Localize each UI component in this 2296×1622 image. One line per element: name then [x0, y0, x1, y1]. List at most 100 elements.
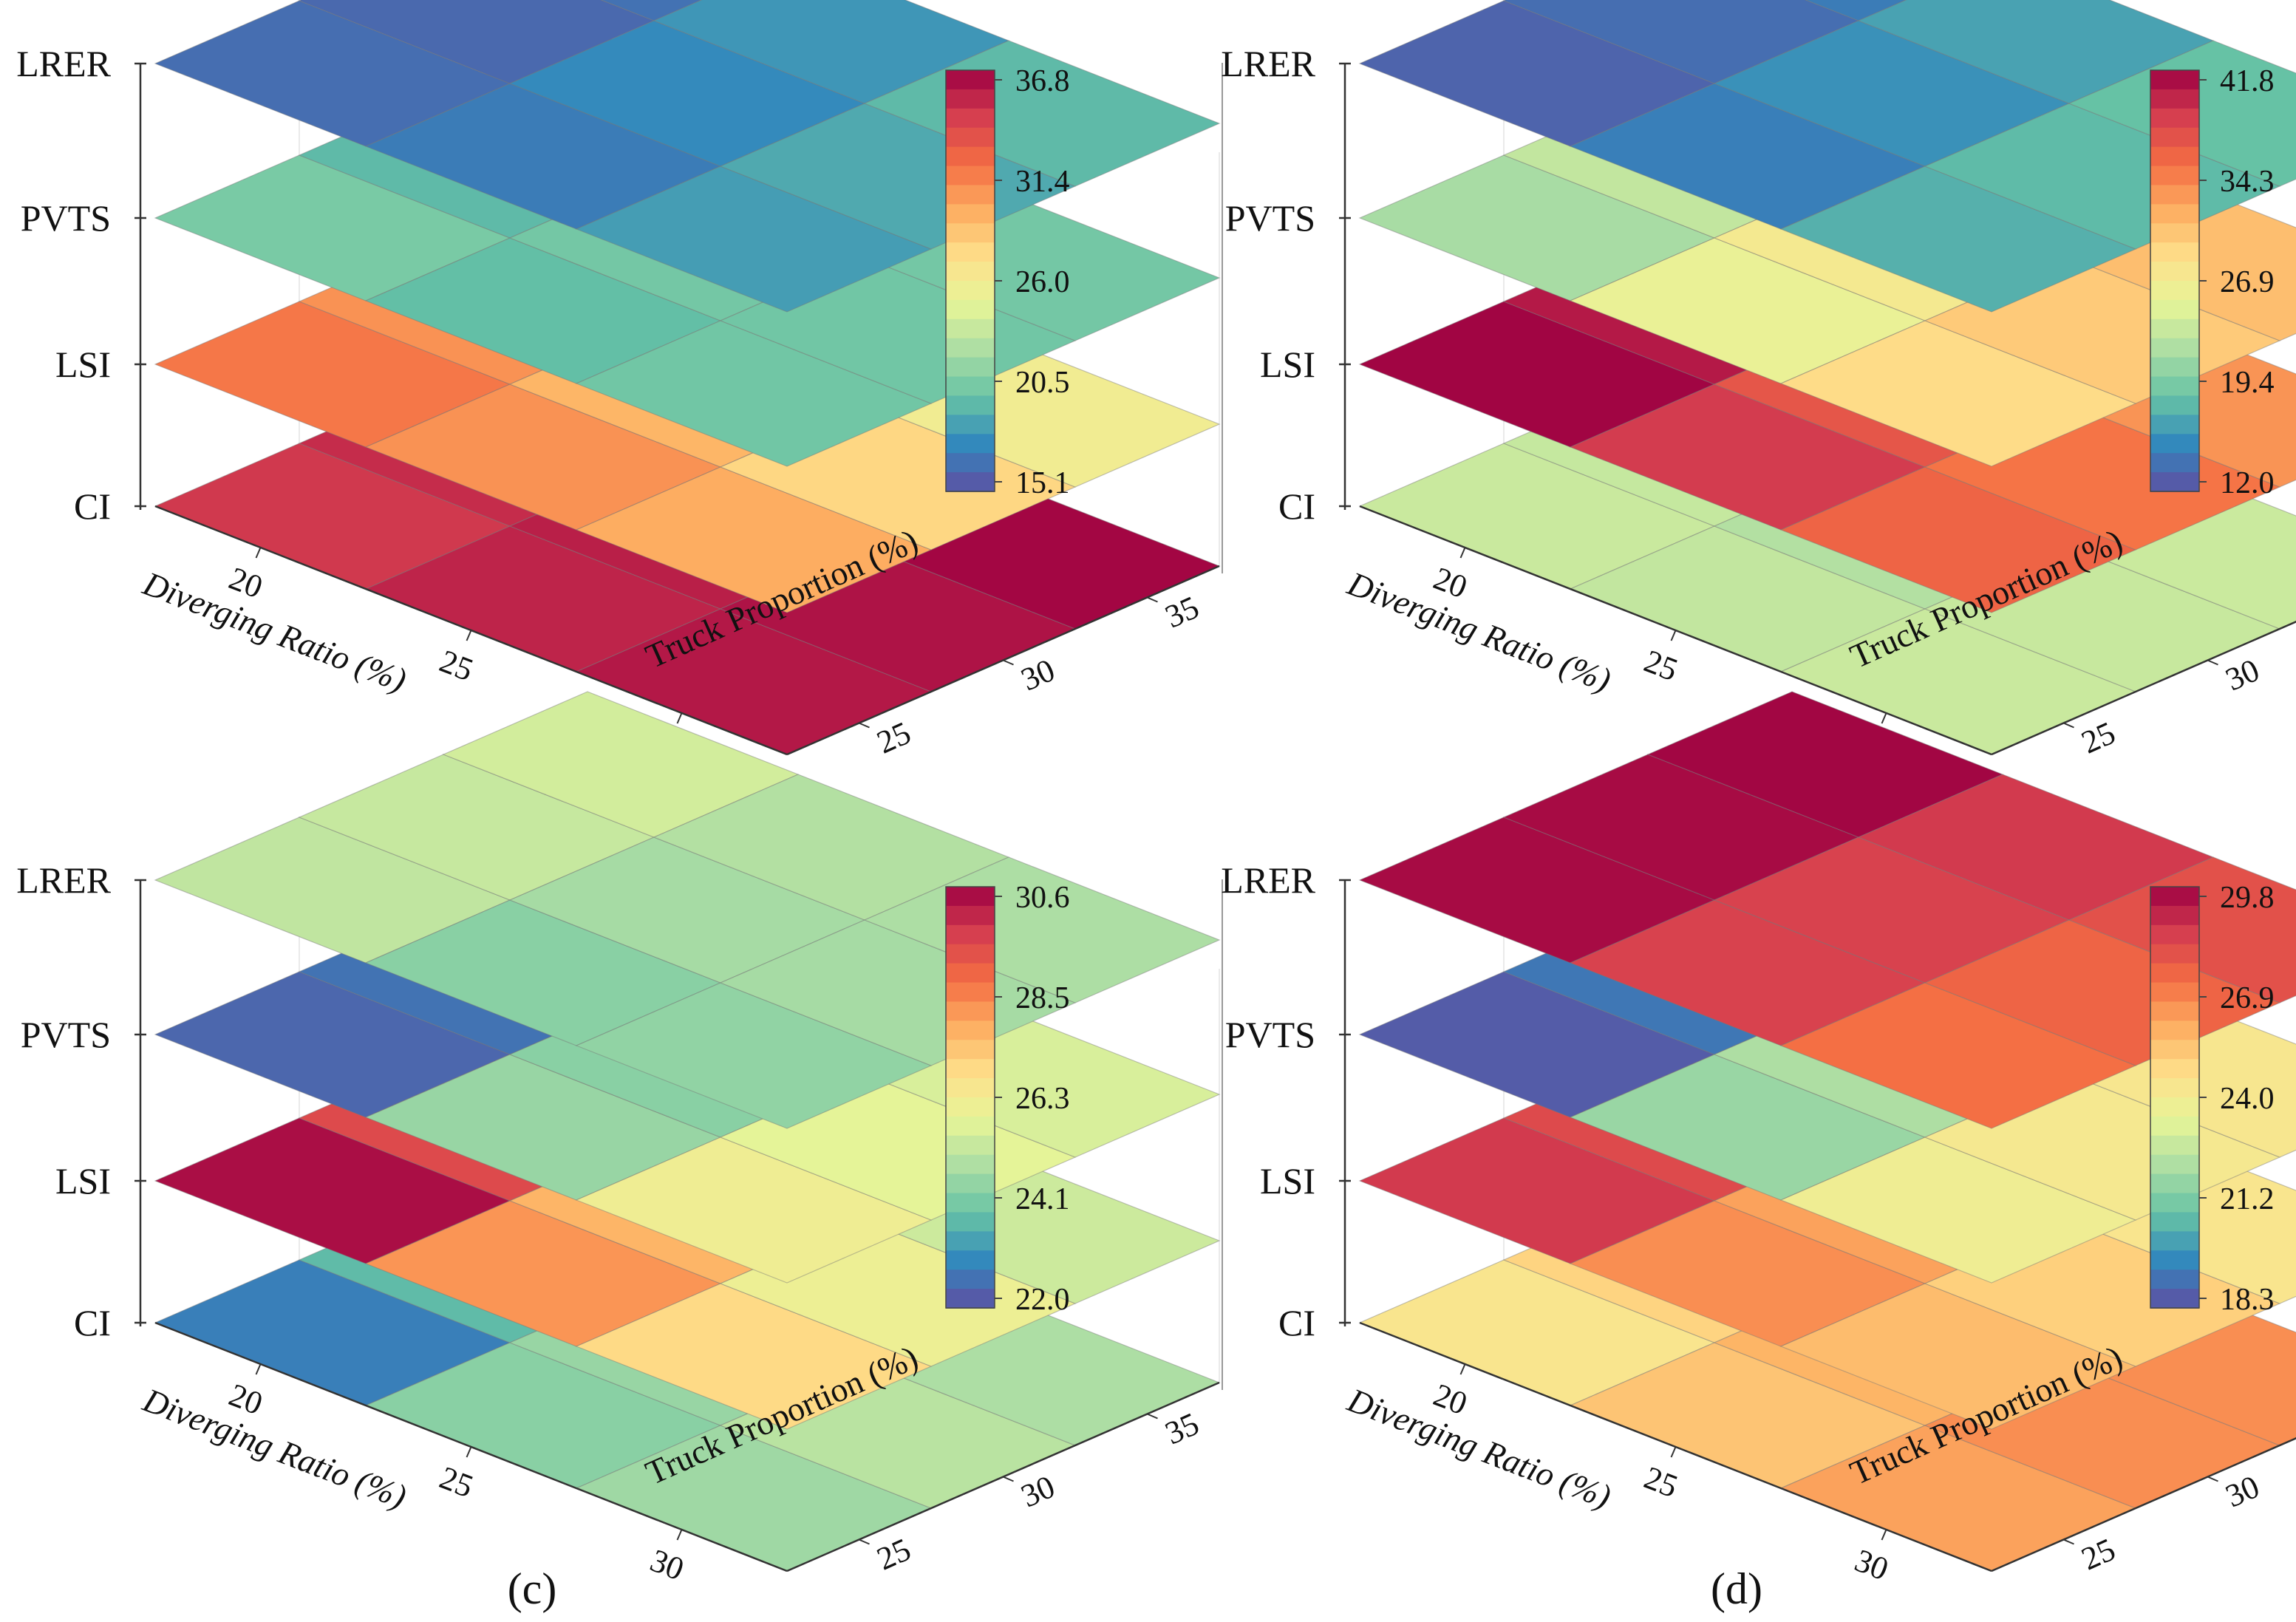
colorbar-step [2150, 1097, 2199, 1117]
colorbar-step [946, 1289, 995, 1309]
colorbar-step [2150, 1212, 2199, 1233]
colorbar-step [2150, 1154, 2199, 1175]
heatmap-cell [1805, 0, 1907, 21]
colorbar: 41.8 34.3 26.9 19.4 12.0 [2150, 64, 2275, 500]
colorbar-step [2150, 1231, 2199, 1252]
colorbar-step [2150, 395, 2199, 416]
colorbar-step [946, 223, 995, 243]
y-tick [859, 722, 870, 729]
y-tick [859, 1538, 870, 1545]
colorbar-step [946, 1078, 995, 1098]
colorbar-step [2150, 1289, 2199, 1309]
colorbar-step [2150, 242, 2199, 262]
colorbar-step [946, 472, 995, 492]
colorbar-step [2150, 1193, 2199, 1213]
colorbar-tick-label: 24.0 [2220, 1082, 2275, 1116]
colorbar-tick-label: 20.5 [1015, 366, 1070, 400]
colorbar-step [2150, 963, 2199, 984]
x-tick [255, 547, 262, 559]
x-tick [676, 1529, 683, 1541]
x-tick [255, 1363, 262, 1375]
colorbar: 36.8 31.4 26.0 20.5 15.1 [945, 64, 1070, 500]
layer-label: LRER [16, 43, 111, 84]
y-tick [2063, 722, 2074, 729]
y-tick-label: 30 [2220, 1468, 2264, 1515]
colorbar-step [946, 887, 995, 907]
colorbar-tick-label: 26.3 [1015, 1082, 1070, 1116]
colorbar-tick-label: 26.0 [1015, 265, 1070, 299]
layer-label: PVTS [1225, 197, 1315, 239]
colorbar-step [946, 415, 995, 435]
colorbar-step [2150, 415, 2199, 435]
x-tick-label: 30 [1850, 1542, 1893, 1588]
colorbar-step [2150, 166, 2199, 186]
colorbar-tick-label: 31.4 [1015, 165, 1070, 199]
layer-label: CI [1278, 485, 1315, 527]
colorbar-step [2150, 223, 2199, 243]
colorbar-tick-label: 18.3 [2220, 1283, 2275, 1317]
colorbar-tick-label: 22.0 [1015, 1283, 1070, 1317]
y-tick-label: 30 [1015, 1468, 1060, 1515]
colorbar-step [946, 1116, 995, 1137]
layer-label: LRER [16, 859, 111, 901]
layer-label: PVTS [21, 197, 111, 239]
colorbar-step [946, 1173, 995, 1194]
y-tick [2207, 659, 2218, 666]
colorbar-step [2150, 127, 2199, 148]
colorbar-step [946, 395, 995, 416]
y-tick [2207, 1476, 2218, 1482]
layer-label: LRER [1221, 43, 1315, 84]
x-tick [1459, 547, 1466, 559]
layer-label: LRER [1221, 859, 1315, 901]
colorbar-tick-label: 30.6 [1015, 881, 1070, 915]
y-tick [1147, 1413, 1158, 1420]
colorbar-tick-label: 34.3 [2220, 165, 2275, 199]
colorbar-step [946, 1001, 995, 1022]
colorbar-step [2150, 1135, 2199, 1156]
y-tick-label: 30 [1015, 652, 1060, 698]
layer-label: CI [74, 485, 111, 527]
colorbar-step [946, 299, 995, 320]
x-tick [1670, 630, 1677, 641]
colorbar-step [946, 108, 995, 129]
colorbar-step [2150, 1270, 2199, 1289]
x-tick-label: 25 [435, 643, 478, 689]
y-tick-label: 35 [1159, 1405, 1204, 1452]
layer-label: CI [74, 1302, 111, 1343]
x-tick-label: 25 [1639, 1459, 1683, 1505]
colorbar: 30.6 28.5 26.3 24.1 22.0 [945, 881, 1070, 1317]
y-tick-label: 35 [1159, 589, 1204, 635]
colorbar-step [946, 1231, 995, 1252]
colorbar-step [946, 1097, 995, 1117]
colorbar-step [946, 434, 995, 454]
colorbar-step [2150, 1078, 2199, 1098]
colorbar-step [946, 1270, 995, 1289]
layer-lrer [1358, 691, 2296, 1129]
layer-label: LSI [1260, 344, 1315, 385]
colorbar: 29.8 26.9 24.0 21.2 18.3 [2150, 881, 2275, 1317]
layer-label: LSI [55, 1160, 111, 1202]
colorbar-tick-label: 29.8 [2220, 881, 2275, 915]
colorbar-step [2150, 1001, 2199, 1022]
colorbar-tick-label: 26.9 [2220, 265, 2275, 299]
colorbar-step [946, 166, 995, 186]
colorbar-step [2150, 89, 2199, 109]
colorbar-tick-label: 19.4 [2220, 366, 2275, 400]
colorbar-step [2150, 146, 2199, 167]
colorbar-tick-label: 28.5 [1015, 981, 1070, 1015]
colorbar-step [946, 1212, 995, 1233]
x-tick-label: 30 [645, 1542, 689, 1588]
colorbar-step [2150, 70, 2199, 90]
colorbar-step [946, 70, 995, 90]
colorbar-step [946, 89, 995, 109]
layer-lrer [1358, 0, 2296, 313]
colorbar-step [2150, 204, 2199, 225]
colorbar-tick-label: 15.1 [1015, 466, 1070, 500]
colorbar-step [2150, 1020, 2199, 1041]
y-tick-label: 25 [2076, 1531, 2120, 1578]
colorbar-step [2150, 357, 2199, 378]
x-tick [676, 712, 683, 724]
